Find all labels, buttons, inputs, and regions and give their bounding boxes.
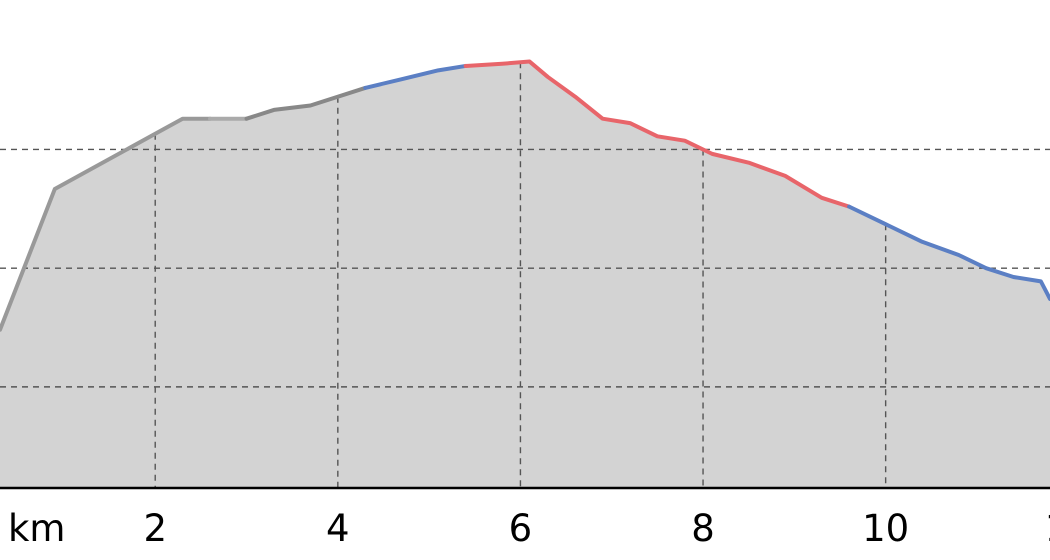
profile-segment xyxy=(463,59,852,209)
x-tick-label: 6 xyxy=(509,507,533,550)
profile-segment xyxy=(847,204,1050,301)
elevation-area-fill xyxy=(0,61,1050,488)
elevation-profile-line xyxy=(0,59,1050,332)
x-tick-label: 10 xyxy=(862,507,909,550)
x-tick-label: 8 xyxy=(691,507,715,550)
grid xyxy=(0,62,1050,488)
x-axis-unit-label: km xyxy=(8,507,65,550)
x-tick-label: 2 xyxy=(143,507,167,550)
x-tick-label: 4 xyxy=(326,507,350,550)
x-tick-label: 12 xyxy=(1045,507,1050,550)
x-axis-tick-labels: km 2 4 6 8 10 12 xyxy=(8,507,1050,550)
profile-segment xyxy=(363,63,468,90)
profile-segment xyxy=(0,116,212,332)
profile-segment xyxy=(244,85,368,121)
